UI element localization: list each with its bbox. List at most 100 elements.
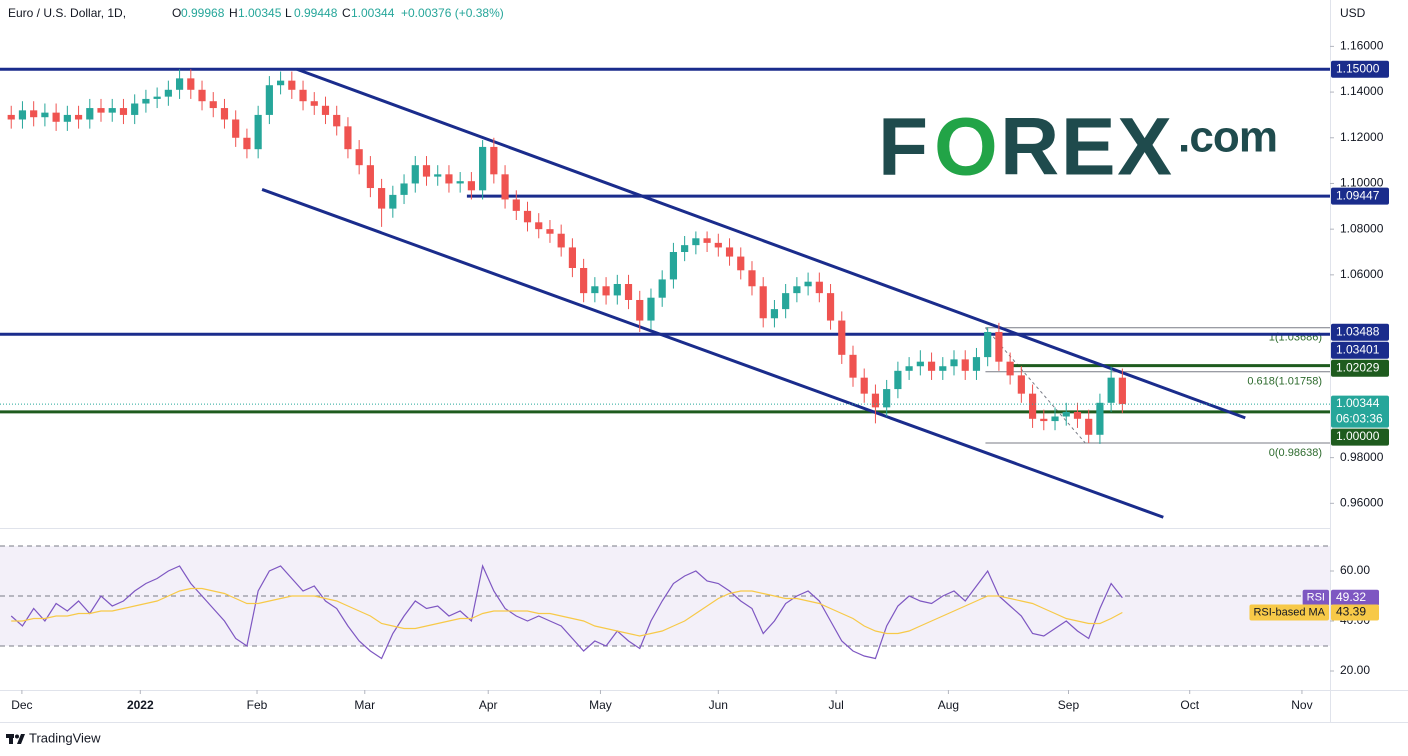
candle-body <box>636 299 644 321</box>
candle-body <box>1062 411 1070 417</box>
candle-body <box>131 103 139 115</box>
candle-body <box>546 229 554 234</box>
logo-part: .com <box>1178 113 1278 162</box>
price-label-box <box>1331 395 1389 428</box>
candle-body <box>759 286 767 319</box>
countdown: 06:03:36 <box>1336 412 1383 426</box>
tradingview-icon <box>6 734 25 744</box>
price-label: 1.00344 <box>1336 396 1380 410</box>
candle-body <box>276 80 285 86</box>
candle-body <box>355 149 363 166</box>
logo: F O REX .com <box>878 102 1278 193</box>
fib-label: 0(0.98638) <box>1269 447 1322 459</box>
candle-body <box>164 89 172 97</box>
candle-body <box>422 165 431 177</box>
x-tick-label: Nov <box>1291 698 1312 712</box>
candle-body <box>871 393 880 408</box>
candle-body <box>1040 418 1048 422</box>
candle-body <box>602 286 610 296</box>
x-tick-label: Feb <box>247 698 268 712</box>
trendline <box>261 187 1164 519</box>
candle-body <box>243 137 251 150</box>
price-label-box <box>1331 341 1389 359</box>
candle-body <box>624 283 633 300</box>
x-tick-label: Jul <box>828 698 843 712</box>
candle-body <box>288 80 296 90</box>
fib-label: 0.618(1.01758) <box>1247 376 1322 388</box>
y-tick-label: 1.14000 <box>1340 84 1384 98</box>
price-label: 1.09447 <box>1336 188 1380 202</box>
candle-body <box>950 359 958 367</box>
candle-body <box>18 110 27 120</box>
y-tick-label: 1.12000 <box>1340 130 1384 144</box>
y-tick-label: 1.08000 <box>1340 221 1384 235</box>
candle-body <box>849 354 857 378</box>
icon-part <box>17 734 25 744</box>
candle-body <box>883 389 891 408</box>
candle-body <box>647 297 655 321</box>
candle-body <box>479 146 487 191</box>
candle-body <box>995 331 1003 362</box>
x-tick-label: Oct <box>1180 698 1199 712</box>
candle-body <box>321 105 330 115</box>
candle-body <box>220 108 229 120</box>
candle-body <box>1096 402 1104 435</box>
readout-key: L <box>285 6 292 20</box>
candle-body <box>1028 393 1037 419</box>
candle-body <box>142 98 150 104</box>
candle-body <box>378 188 386 209</box>
price-label: 1.15000 <box>1336 61 1380 75</box>
candle-body <box>748 270 756 287</box>
rsi-value-box <box>1331 604 1379 621</box>
y-tick-label: 1.16000 <box>1340 39 1384 53</box>
candle-body <box>703 238 711 243</box>
candle-body <box>984 331 992 358</box>
logo-part: O <box>934 102 998 193</box>
readout-change: +0.00376 (+0.38%) <box>401 6 504 20</box>
x-tick-label: 2022 <box>127 698 154 712</box>
candle-body <box>97 108 105 113</box>
readout-key: C <box>342 6 351 20</box>
x-tick-label: Dec <box>11 698 32 712</box>
y-tick-label: 0.96000 <box>1340 495 1384 509</box>
rsi-line <box>10 564 1123 660</box>
price-label: 1.03488 <box>1336 324 1380 338</box>
candle-body <box>557 233 565 248</box>
candle-body <box>456 181 464 184</box>
candle-body <box>669 252 678 280</box>
readout-value: 0.99968 <box>181 6 225 20</box>
candle-body <box>86 108 94 120</box>
candle-body <box>389 194 397 209</box>
candle-body <box>1051 416 1059 422</box>
candle-body <box>501 174 509 200</box>
candle-body <box>535 222 543 230</box>
candle-body <box>658 279 666 298</box>
candle-body <box>523 210 532 223</box>
footer-brand: TradingView <box>29 730 101 745</box>
candle-body <box>972 357 981 371</box>
candle-body <box>333 114 341 127</box>
price-label-box <box>1331 323 1389 341</box>
candle-body <box>400 183 408 195</box>
candle-body <box>265 85 273 115</box>
candle-body <box>770 309 779 319</box>
symbol-title: Euro / U.S. Dollar, 1D, <box>8 6 126 20</box>
readout-value: 0.99448 <box>294 6 338 20</box>
candle-body <box>175 78 184 90</box>
candle-body <box>7 114 15 120</box>
x-tick-label: Jun <box>709 698 728 712</box>
candle-body <box>512 199 520 211</box>
rsi-tick-label: 20.00 <box>1340 663 1370 677</box>
candle-body <box>1107 377 1115 403</box>
candle-body <box>119 108 128 115</box>
candle-body <box>591 286 599 294</box>
candle-body <box>153 96 161 99</box>
candle-body <box>467 181 475 191</box>
candle-body <box>714 242 722 248</box>
trendline <box>296 67 1246 420</box>
x-tick-label: Mar <box>354 698 375 712</box>
readout-key: H <box>229 6 238 20</box>
rsi-value-label: 49.32 <box>1336 590 1366 604</box>
x-tick-label: May <box>589 698 612 712</box>
candle-body <box>568 247 576 268</box>
